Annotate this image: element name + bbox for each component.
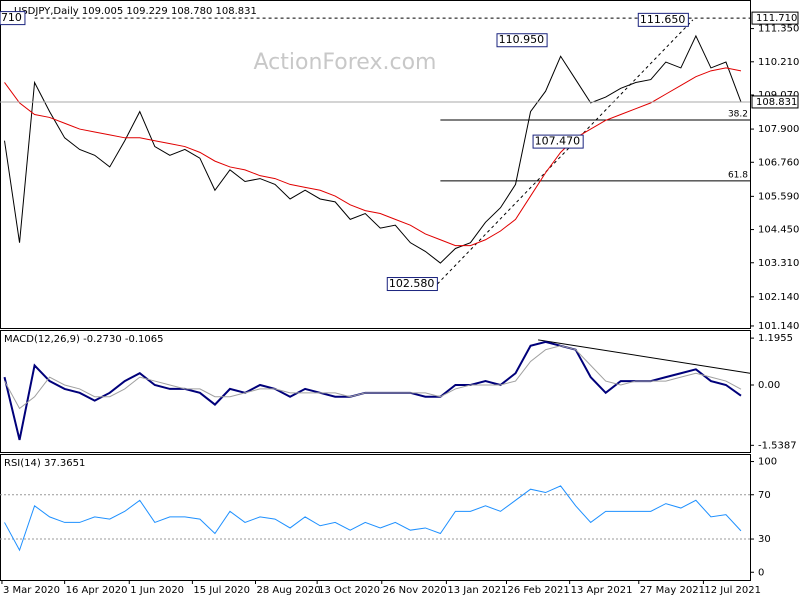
y-tick-label: 101.140 xyxy=(758,321,799,332)
annotation-label: 102.580 xyxy=(389,277,435,290)
pane-label: MACD(12,26,9) -0.2730 -0.1065 xyxy=(4,334,164,345)
y-tick-label: 107.900 xyxy=(758,124,799,135)
y-tick-label: 105.590 xyxy=(758,191,799,202)
x-tick-label: 27 May 2021 xyxy=(640,585,705,596)
series-line xyxy=(4,67,742,247)
watermark: ActionForex.com xyxy=(254,50,437,75)
y-tick-label: 110.210 xyxy=(758,57,799,68)
series-line xyxy=(3,340,742,441)
y-tick-label: 70 xyxy=(758,490,771,501)
price-marker-box xyxy=(751,11,799,25)
y-tick-label: 104.450 xyxy=(758,225,799,236)
series-line xyxy=(4,485,742,552)
annotation-box xyxy=(637,12,689,27)
y-tick-label: 111.350 xyxy=(758,24,799,35)
trend-line xyxy=(537,339,751,374)
annotation-label: 110.950 xyxy=(499,33,545,46)
annotation-label: 107.470 xyxy=(535,135,581,148)
x-tick-label: 1 Jun 2020 xyxy=(130,585,184,596)
annotation-label: 111.650 xyxy=(640,13,686,26)
y-tick-label: 30 xyxy=(758,534,771,545)
y-tick-label: 103.310 xyxy=(758,258,799,269)
y-tick-label: 1.1955 xyxy=(758,333,793,344)
annotation-label: 710 xyxy=(1,11,22,24)
annotation-box xyxy=(386,277,438,292)
trend-line xyxy=(437,19,694,285)
annotation-box xyxy=(496,33,548,48)
x-tick-label: 28 Aug 2020 xyxy=(257,585,321,596)
annotation-box xyxy=(532,134,584,149)
y-tick-label: 102.140 xyxy=(758,292,799,303)
y-tick-label: -1.5387 xyxy=(758,440,797,451)
price-marker-box xyxy=(751,95,799,109)
level-label: 61.8 xyxy=(728,170,748,180)
x-tick-label: 12 Jul 2021 xyxy=(704,585,761,596)
x-tick-label: 13 Oct 2020 xyxy=(318,585,380,596)
y-tick-label: 0 xyxy=(758,567,764,578)
annotation-box xyxy=(0,11,26,26)
price-marker-label: 108.831 xyxy=(756,97,797,108)
y-tick-label: 106.760 xyxy=(758,157,799,168)
y-tick-label: 100 xyxy=(758,457,777,468)
pane-frame xyxy=(0,330,751,453)
x-tick-label: 15 Jul 2020 xyxy=(193,585,250,596)
x-tick-label: 13 Jan 2021 xyxy=(447,585,507,596)
x-tick-label: 26 Nov 2020 xyxy=(383,585,447,596)
pane-frame xyxy=(0,454,751,581)
pane-label: RSI(14) 37.3651 xyxy=(4,458,85,469)
pane-frame xyxy=(0,0,751,329)
x-tick-label: 26 Feb 2021 xyxy=(508,585,570,596)
chart-title: USDJPY,Daily 109.005 109.229 108.780 108… xyxy=(14,6,257,17)
level-label: 38.2 xyxy=(728,110,748,120)
series-line xyxy=(4,345,742,410)
y-tick-label: 0.00 xyxy=(758,380,780,391)
series-line xyxy=(4,34,742,264)
price-marker-label: 111.710 xyxy=(756,13,797,24)
x-tick-label: 3 Mar 2020 xyxy=(3,585,60,596)
x-tick-label: 16 Apr 2020 xyxy=(66,585,128,596)
x-tick-label: 13 Apr 2021 xyxy=(571,585,633,596)
